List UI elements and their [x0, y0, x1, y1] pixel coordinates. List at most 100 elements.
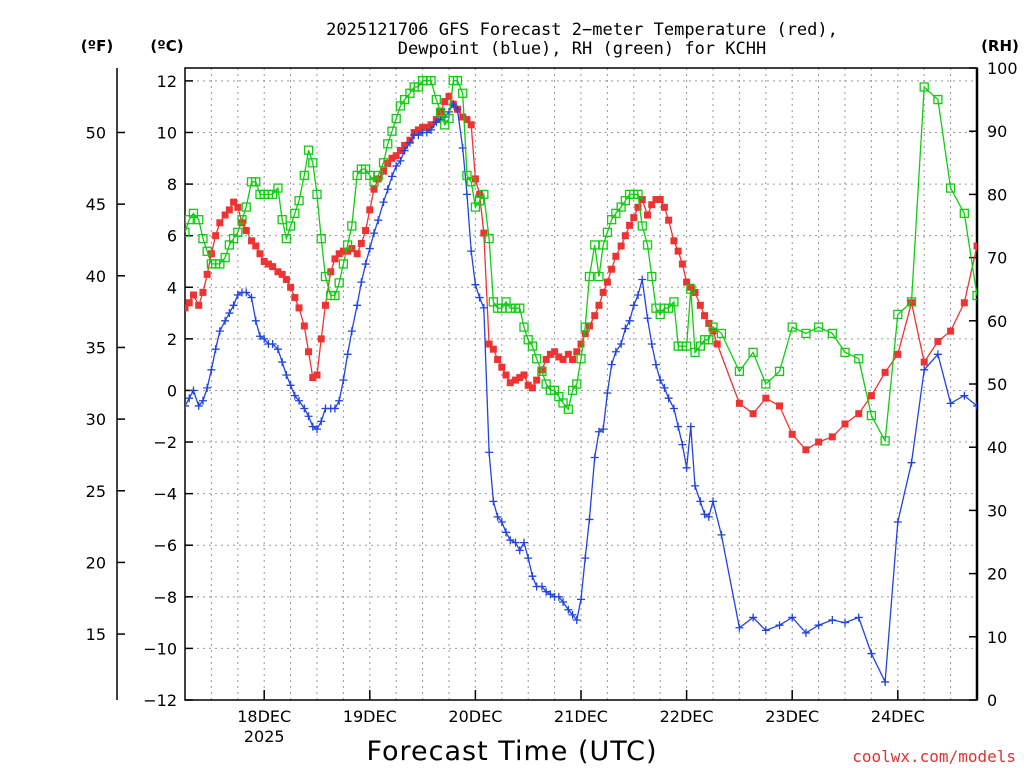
temperature-point: [665, 216, 673, 224]
temperature-point: [313, 371, 321, 379]
temperature-point: [934, 337, 942, 345]
dewpoint-point: [405, 138, 414, 147]
temperature-point: [660, 203, 668, 211]
temperature-point: [331, 255, 339, 263]
temperature-point: [366, 206, 374, 214]
temperature-point: [960, 299, 968, 307]
dewpoint-point: [801, 628, 810, 637]
temperature-point: [713, 340, 721, 348]
rh-point: [198, 233, 208, 244]
temperature-point: [392, 152, 400, 160]
dewpoint-point: [242, 288, 251, 297]
dewpoint-point: [317, 417, 326, 426]
rh-point: [663, 303, 674, 313]
dewpoint-point: [286, 381, 295, 390]
rh-point: [527, 341, 538, 351]
temperature-point: [612, 252, 620, 260]
dewpoint-point: [814, 621, 823, 630]
dewpoint-point: [568, 610, 577, 619]
rh-point: [519, 322, 529, 332]
celsius-tick-label: −4: [153, 485, 177, 504]
temperature-point: [626, 221, 634, 229]
dewpoint-point: [387, 172, 396, 181]
dewpoint-point: [453, 105, 462, 114]
temperature-point: [305, 348, 313, 356]
temperature-point: [947, 327, 955, 335]
temperature-point: [630, 214, 638, 222]
temperature-point: [678, 260, 686, 268]
temperature-point: [230, 198, 238, 206]
temperature-point: [287, 283, 295, 291]
dewpoint-point: [907, 458, 916, 467]
temperature-point: [802, 446, 810, 454]
celsius-tick-label: 4: [167, 278, 177, 297]
dewpoint-point: [414, 131, 423, 140]
rh-point: [690, 347, 700, 358]
temperature-point: [300, 322, 308, 330]
temperature-point: [644, 211, 652, 219]
dewpoint-point: [788, 613, 797, 622]
temperature-point: [867, 392, 875, 400]
dewpoint-point: [475, 293, 484, 302]
rh-point: [285, 221, 296, 231]
rh-point: [708, 322, 718, 332]
rh-point: [611, 208, 621, 219]
dewpoint-point: [775, 621, 784, 630]
dewpoint-point: [841, 618, 849, 627]
dewpoint-point: [233, 291, 242, 300]
rh-point: [893, 309, 903, 320]
temperature-point: [559, 355, 567, 363]
rh-point: [584, 271, 595, 282]
rh-point: [294, 196, 304, 206]
dewpoint-point: [392, 162, 401, 171]
temperature-point: [234, 203, 242, 211]
temperature-point: [608, 265, 616, 273]
rh-tick-label: 70: [987, 249, 1007, 268]
temperature-point: [274, 268, 282, 276]
rh-point: [716, 328, 727, 339]
fahrenheit-tick-label: 50: [86, 123, 106, 142]
temperature-point: [401, 141, 409, 149]
x-axis-label: Forecast Time (UTC): [366, 736, 657, 767]
temperature-point: [652, 196, 660, 204]
dewpoint-point: [611, 347, 620, 356]
dewpoint-point: [502, 528, 511, 537]
dewpoint-point: [221, 316, 230, 325]
dewpoint-point: [678, 440, 687, 449]
dewpoint-point: [467, 247, 476, 256]
dewpoint-point: [304, 412, 313, 421]
rh-point: [277, 215, 287, 225]
dewpoint-point: [686, 422, 695, 431]
dewpoint-point: [735, 623, 744, 632]
dewpoint-point: [946, 399, 955, 408]
temperature-point: [445, 92, 453, 100]
dewpoint-point: [528, 572, 537, 581]
rh-point: [479, 189, 489, 200]
rh-point: [312, 189, 322, 200]
rh-point: [444, 113, 454, 124]
dewpoint-point: [365, 244, 374, 253]
rh-point: [426, 75, 436, 86]
dewpoint-point: [427, 125, 436, 134]
rh-point: [273, 183, 283, 193]
x-tick-label: 24DEC: [871, 707, 925, 726]
dewpoint-point: [383, 185, 392, 194]
dewpoint-point: [255, 332, 264, 341]
temperature-point: [674, 247, 682, 255]
rh-point: [316, 233, 326, 244]
fahrenheit-tick-label: 45: [86, 195, 106, 214]
rh-tick-label: 90: [987, 122, 1007, 141]
dewpoint-point: [700, 510, 709, 519]
celsius-tick-label: 2: [167, 330, 177, 349]
rh-point: [215, 259, 225, 269]
rh-tick-label: 50: [987, 375, 1007, 394]
rh-point: [237, 215, 247, 225]
dewpoint-point: [290, 391, 299, 400]
rh-point: [515, 303, 525, 313]
dewpoint-point: [867, 649, 876, 658]
fahrenheit-tick-label: 25: [86, 482, 106, 501]
dewpoint-point: [577, 595, 585, 604]
rh-point: [813, 322, 824, 332]
celsius-tick-label: −8: [153, 588, 177, 607]
dewpoint-point: [603, 389, 612, 398]
